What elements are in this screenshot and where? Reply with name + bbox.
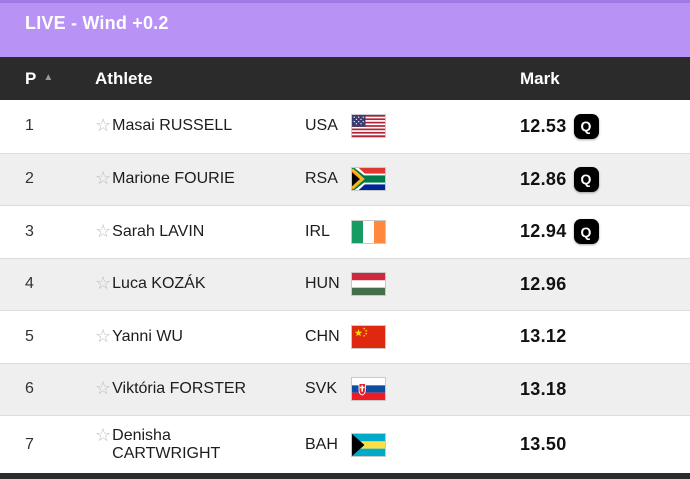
athlete-cell: ☆ Sarah LAVIN <box>95 220 305 241</box>
flag-slot <box>351 432 386 457</box>
flag-bah-icon <box>352 433 385 456</box>
athlete-cell: ☆ Masai RUSSELL <box>95 115 305 136</box>
result-row[interactable]: 4 ☆ Luca KOZÁK HUN 12.96 <box>0 257 690 310</box>
country-code: SVK <box>305 380 338 398</box>
mark-cell: 12.96 <box>520 274 690 295</box>
athlete-name[interactable]: Luca KOZÁK <box>112 275 206 293</box>
athlete-name[interactable]: Viktória FORSTER <box>112 380 247 398</box>
country-code: USA <box>305 117 338 135</box>
position-cell: 5 <box>25 327 34 345</box>
result-row[interactable]: 6 ☆ Viktória FORSTER SVK 13.18 <box>0 362 690 415</box>
athlete-name[interactable]: Sarah LAVIN <box>112 222 205 240</box>
favorite-star-icon[interactable]: ☆ <box>95 424 112 445</box>
qualifier-badge: Q <box>573 219 599 245</box>
athlete-header-label: Athlete <box>95 68 153 88</box>
athlete-name[interactable]: Denisha CARTWRIGHT <box>112 426 221 462</box>
result-row[interactable]: 7 ☆ Denisha CARTWRIGHT BAH 13.50 <box>0 415 690 473</box>
result-row[interactable]: 5 ☆ Yanni WU CHN 13.12 <box>0 310 690 363</box>
flag-slot <box>351 219 386 244</box>
country-cell: BAH <box>305 432 520 457</box>
favorite-star-icon[interactable]: ☆ <box>95 273 112 294</box>
flag-slot <box>351 324 386 349</box>
mark-value: 13.18 <box>520 378 567 399</box>
qualifier-badge: Q <box>573 166 599 192</box>
mark-value: 12.96 <box>520 273 567 294</box>
mark-column-header: Mark <box>520 69 690 89</box>
country-code: RSA <box>305 170 338 188</box>
athlete-cell: ☆ Viktória FORSTER <box>95 378 305 399</box>
flag-slot <box>351 272 386 297</box>
mark-header-label: Mark <box>520 68 560 88</box>
favorite-star-icon[interactable]: ☆ <box>95 325 112 346</box>
flag-chn-icon <box>352 325 385 348</box>
favorite-star-icon[interactable]: ☆ <box>95 115 112 136</box>
live-title: LIVE - Wind +0.2 <box>25 13 169 33</box>
mark-value: 13.12 <box>520 326 567 347</box>
result-row[interactable]: 3 ☆ Sarah LAVIN IRL 12.94 Q <box>0 205 690 258</box>
results-table-body: 1 ☆ Masai RUSSELL USA 12.53 Q 2 <box>0 100 690 473</box>
position-cell: 2 <box>25 170 34 188</box>
position-cell: 7 <box>25 435 34 453</box>
mark-cell: 13.18 <box>520 379 690 400</box>
position-column-header[interactable]: P ▲ <box>25 69 95 89</box>
athlete-cell: ☆ Denisha CARTWRIGHT <box>95 424 305 462</box>
country-code: BAH <box>305 435 338 453</box>
flag-hun-icon <box>352 273 385 296</box>
position-cell: 3 <box>25 222 34 240</box>
country-cell: USA <box>305 114 520 139</box>
mark-cell: 13.50 <box>520 434 690 455</box>
mark-cell: 12.53 Q <box>520 113 690 139</box>
athlete-cell: ☆ Yanni WU <box>95 325 305 346</box>
athlete-name[interactable]: Masai RUSSELL <box>112 117 233 135</box>
flag-slot <box>351 167 386 192</box>
sort-ascending-icon: ▲ <box>43 72 54 83</box>
country-code: HUN <box>305 275 340 293</box>
qualifier-badge: Q <box>573 113 599 139</box>
table-header-row: P ▲ Athlete Mark <box>0 57 690 100</box>
athlete-name[interactable]: Marione FOURIE <box>112 170 235 188</box>
country-cell: RSA <box>305 167 520 192</box>
next-section-bar <box>0 473 690 479</box>
position-cell: 1 <box>25 117 34 135</box>
country-cell: HUN <box>305 272 520 297</box>
favorite-star-icon[interactable]: ☆ <box>95 168 112 189</box>
flag-slot <box>351 114 386 139</box>
flag-rsa-icon <box>352 168 385 191</box>
favorite-star-icon[interactable]: ☆ <box>95 220 112 241</box>
favorite-star-icon[interactable]: ☆ <box>95 378 112 399</box>
mark-value: 13.50 <box>520 434 567 454</box>
mark-cell: 12.86 Q <box>520 166 690 192</box>
flag-svk-icon <box>352 378 385 401</box>
athlete-cell: ☆ Luca KOZÁK <box>95 273 305 294</box>
position-header-label: P <box>25 68 37 88</box>
athlete-column-header: Athlete <box>95 69 305 89</box>
country-cell: CHN <box>305 324 520 349</box>
position-cell: 6 <box>25 380 34 398</box>
athlete-cell: ☆ Marione FOURIE <box>95 168 305 189</box>
mark-value: 12.53 <box>520 115 567 136</box>
result-row[interactable]: 1 ☆ Masai RUSSELL USA 12.53 Q <box>0 100 690 153</box>
live-header-bar: LIVE - Wind +0.2 <box>0 0 690 57</box>
flag-irl-icon <box>352 220 385 243</box>
mark-value: 12.86 <box>520 168 567 189</box>
position-cell: 4 <box>25 275 34 293</box>
athlete-name[interactable]: Yanni WU <box>112 327 183 345</box>
country-code: CHN <box>305 327 340 345</box>
flag-usa-icon <box>352 115 385 138</box>
mark-value: 12.94 <box>520 221 567 242</box>
country-code: IRL <box>305 222 330 240</box>
flag-slot <box>351 377 386 402</box>
result-row[interactable]: 2 ☆ Marione FOURIE RSA 12.86 Q <box>0 152 690 205</box>
mark-cell: 13.12 <box>520 326 690 347</box>
mark-cell: 12.94 Q <box>520 219 690 245</box>
country-cell: SVK <box>305 377 520 402</box>
country-cell: IRL <box>305 219 520 244</box>
